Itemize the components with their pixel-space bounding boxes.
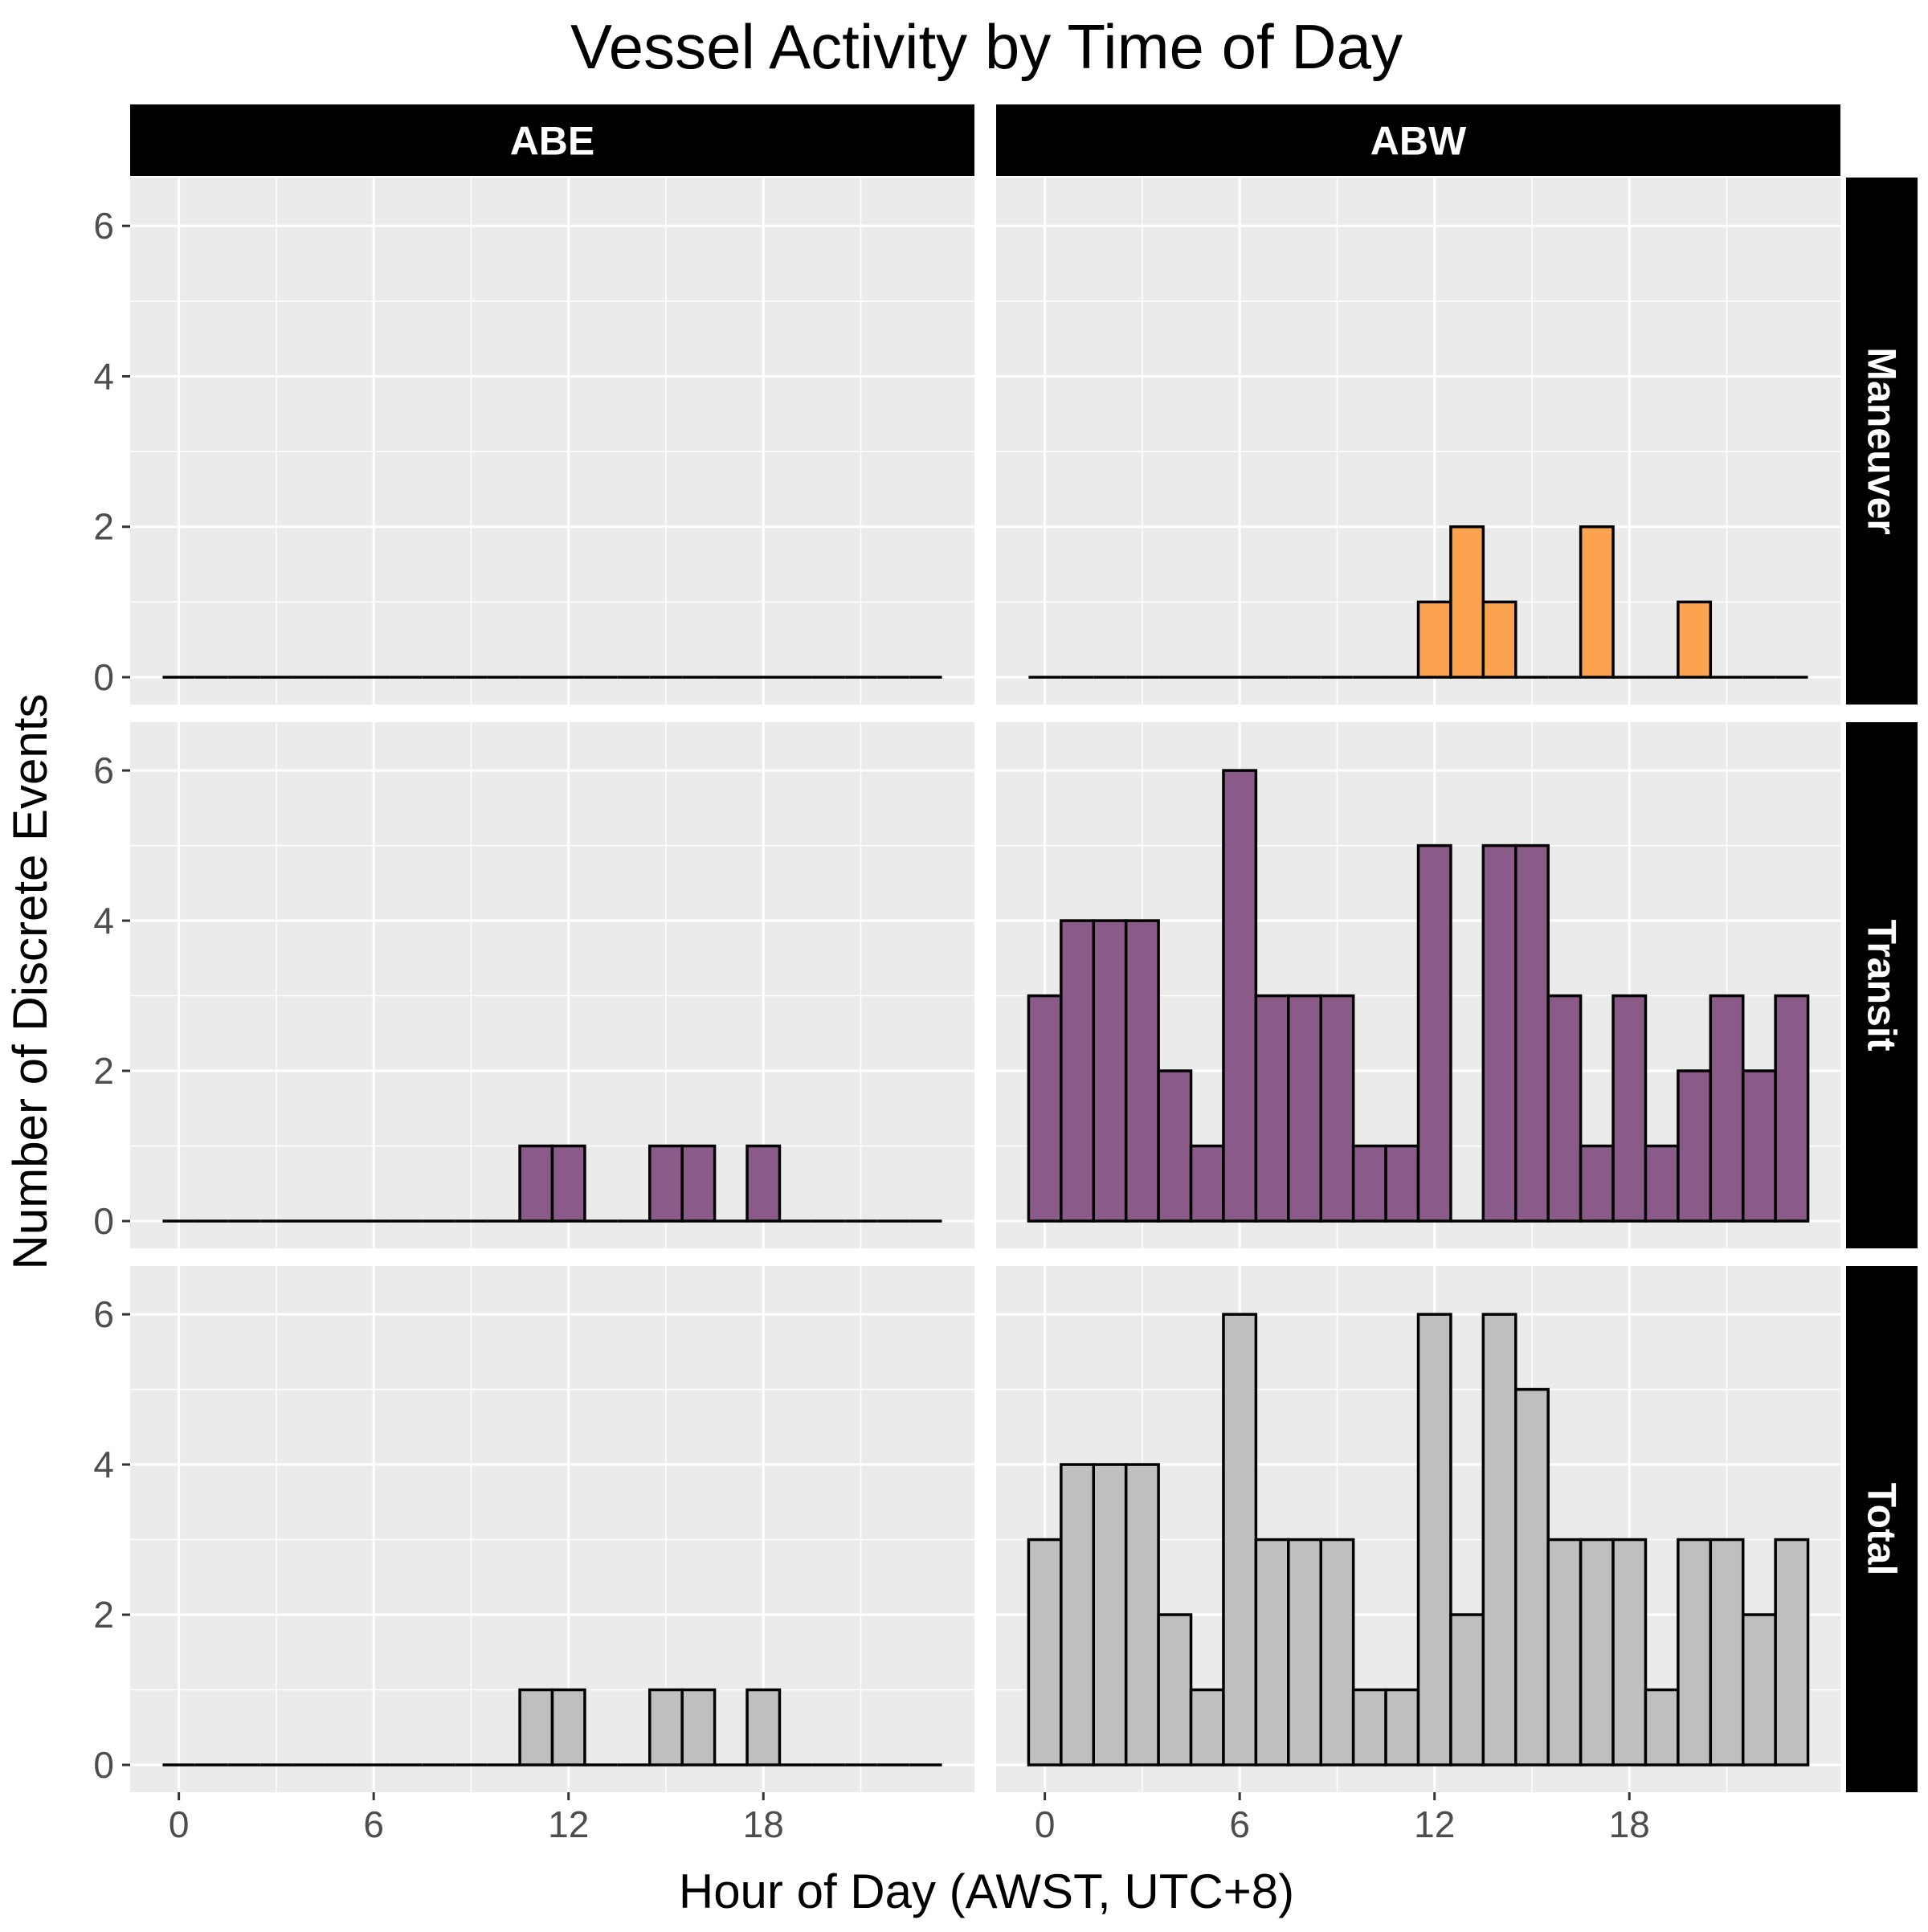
histogram-bar <box>1774 1538 1810 1767</box>
x-tick-label: 18 <box>743 1803 784 1845</box>
x-tick-label: 0 <box>1035 1803 1056 1845</box>
y-axis-title: Number of Discrete Events <box>3 694 57 1270</box>
histogram-bar <box>1677 600 1713 679</box>
x-tick-label: 12 <box>1414 1803 1455 1845</box>
histogram-bar <box>1157 1069 1193 1223</box>
y-tick-label: 2 <box>93 1050 114 1092</box>
y-tick-label: 2 <box>93 506 114 548</box>
y-tick-label: 0 <box>93 1200 114 1242</box>
histogram-bar <box>1774 994 1810 1223</box>
x-tick-label: 6 <box>1229 1803 1250 1845</box>
histogram-bar <box>680 1688 717 1767</box>
histogram-bar <box>1481 600 1517 679</box>
histogram-bar <box>1254 994 1290 1223</box>
histogram-bar <box>1546 1538 1583 1767</box>
histogram-bar <box>1060 919 1096 1223</box>
histogram-bar <box>550 1144 586 1223</box>
histogram-bar <box>1222 769 1258 1223</box>
histogram-bar <box>1677 1538 1713 1767</box>
histogram-bar <box>1254 1538 1290 1767</box>
y-tick-label: 6 <box>93 750 114 791</box>
histogram-bar <box>1060 1463 1096 1767</box>
x-tick-label: 0 <box>169 1803 190 1845</box>
facet-strip-total <box>1846 1266 1918 1792</box>
histogram-bar <box>1481 1313 1517 1767</box>
facet-strip-label-transit: Transit <box>1860 920 1905 1052</box>
histogram-bar <box>1611 994 1648 1223</box>
facet-strip-label-total: Total <box>1860 1483 1905 1576</box>
histogram-bar <box>1644 1144 1680 1223</box>
histogram-bar <box>1092 919 1128 1223</box>
histogram-bar <box>1449 525 1485 679</box>
histogram-bar <box>1027 994 1063 1223</box>
histogram-bar <box>1189 1688 1225 1767</box>
histogram-bar <box>518 1144 554 1223</box>
x-tick-label: 18 <box>1609 1803 1650 1845</box>
histogram-bar <box>1709 1538 1745 1767</box>
histogram-bar <box>1092 1463 1128 1767</box>
histogram-bar <box>1514 843 1550 1223</box>
y-tick-label: 4 <box>93 355 114 397</box>
y-tick-label: 6 <box>93 205 114 247</box>
y-tick-label: 4 <box>93 900 114 941</box>
histogram-bar <box>1157 1613 1193 1767</box>
histogram-bar <box>1677 1069 1713 1223</box>
histogram-bar <box>745 1688 782 1767</box>
histogram-bar <box>1124 1463 1160 1767</box>
histogram-bar <box>1416 600 1452 679</box>
histogram-bar <box>1351 1688 1387 1767</box>
x-tick-label: 6 <box>363 1803 384 1845</box>
facet-strip-label-maneuver: Maneuver <box>1860 347 1905 534</box>
y-tick-label: 4 <box>93 1444 114 1485</box>
histogram-bar <box>1222 1313 1258 1767</box>
panels-layer: ABE ABW Maneuver Transit Total 0 2 4 6 0 2 4 6 0 2 4 6 0 6… <box>93 104 1918 1845</box>
y-tick-label: 2 <box>93 1594 114 1636</box>
histogram-bar <box>1287 994 1322 1223</box>
y-tick-label: 0 <box>93 656 114 698</box>
panel-abe-maneuver <box>130 178 974 705</box>
histogram-bar <box>1611 1538 1648 1767</box>
y-tick-label: 6 <box>93 1293 114 1335</box>
facet-strip-transit <box>1846 722 1918 1248</box>
histogram-bar <box>1287 1538 1322 1767</box>
histogram-bar <box>550 1688 586 1767</box>
histogram-bar <box>518 1688 554 1767</box>
histogram-bar <box>1481 843 1517 1223</box>
histogram-bar <box>648 1144 684 1223</box>
chart-title: Vessel Activity by Time of Day <box>570 11 1403 82</box>
x-axis-title: Hour of Day (AWST, UTC+8) <box>679 1865 1294 1918</box>
histogram-bar <box>1546 994 1583 1223</box>
histogram-bar <box>1741 1069 1777 1223</box>
histogram-bar <box>1124 919 1160 1223</box>
histogram-bar <box>745 1144 782 1223</box>
histogram-bar <box>648 1688 684 1767</box>
histogram-bar <box>1514 1387 1550 1767</box>
histogram-bar <box>1644 1688 1680 1767</box>
x-tick-label: 12 <box>548 1803 589 1845</box>
histogram-bar <box>1384 1144 1420 1223</box>
facet-strip-label-abe: ABE <box>510 119 595 164</box>
histogram-bar <box>1579 1538 1615 1767</box>
histogram-bar <box>1709 994 1745 1223</box>
histogram-bar <box>1384 1688 1420 1767</box>
histogram-bar <box>1319 1538 1355 1767</box>
histogram-bar <box>1319 994 1355 1223</box>
histogram-bar <box>1189 1144 1225 1223</box>
histogram-bar <box>1027 1538 1063 1767</box>
histogram-bar <box>1416 1313 1452 1767</box>
y-tick-label: 0 <box>93 1744 114 1786</box>
histogram-bar <box>1449 1613 1485 1767</box>
histogram-bar <box>1579 1144 1615 1223</box>
histogram-bar <box>1351 1144 1387 1223</box>
histogram-bar <box>680 1144 717 1223</box>
histogram-bar <box>1741 1613 1777 1767</box>
facet-strip-abe <box>130 104 974 176</box>
facet-strip-maneuver <box>1846 178 1918 705</box>
histogram-bar <box>1579 525 1615 679</box>
facet-strip-label-abw: ABW <box>1370 119 1467 164</box>
histogram-bar <box>1416 843 1452 1223</box>
facet-strip-abw <box>996 104 1840 176</box>
